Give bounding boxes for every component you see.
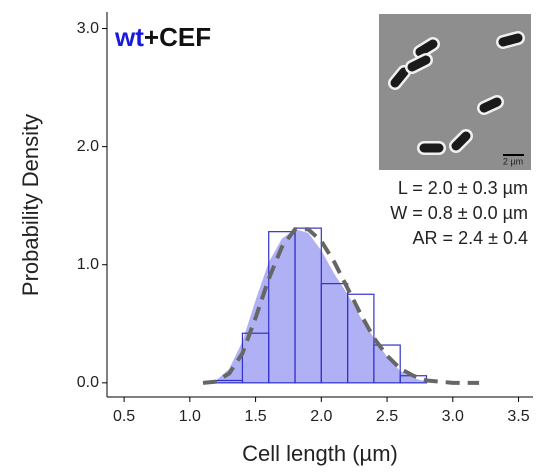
density-area — [209, 229, 427, 383]
annotation: L = 2.0 ± 0.3 µm — [398, 178, 528, 198]
scale-bar-label: 2 µm — [503, 156, 523, 166]
micrograph-inset: 2 µm — [379, 14, 531, 170]
annotation: AR = 2.4 ± 0.4 — [413, 228, 528, 248]
cells — [388, 31, 525, 155]
y-tick-label: 1.0 — [77, 256, 99, 273]
y-axis-label: Probability Density — [18, 114, 43, 296]
x-tick-label: 1.0 — [179, 408, 201, 425]
title-part: wt — [114, 22, 144, 52]
x-tick-label: 1.5 — [244, 408, 266, 425]
x-tick-label: 3.5 — [507, 408, 529, 425]
fit-line — [202, 227, 480, 385]
x-tick-label: 2.0 — [310, 408, 332, 425]
y-tick-label: 0.0 — [77, 374, 99, 391]
bar — [347, 293, 375, 384]
y-tick-label: 2.0 — [77, 138, 99, 155]
x-tick-label: 3.0 — [442, 408, 464, 425]
title-part: +CEF — [144, 22, 211, 52]
chart-title: wt+CEF — [114, 22, 211, 52]
bar — [373, 344, 401, 384]
x-tick-label: 0.5 — [113, 408, 135, 425]
x-axis-label: Cell length (µm) — [242, 441, 398, 466]
annotation: W = 0.8 ± 0.0 µm — [390, 203, 528, 223]
x-tick-label: 2.5 — [376, 408, 398, 425]
y-tick-label: 3.0 — [77, 20, 99, 37]
